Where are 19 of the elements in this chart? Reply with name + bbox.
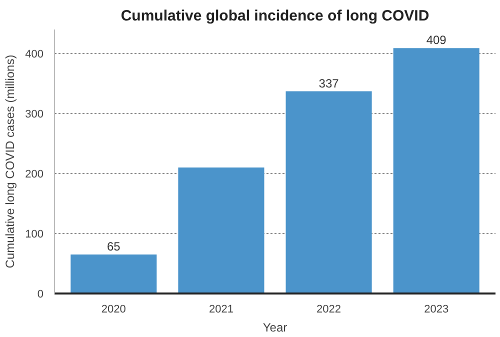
x-tick-label: 2021 [208,304,234,316]
y-axis-title: Cumulative long COVID cases (millions) [3,54,18,268]
y-tick-label: 200 [25,168,44,180]
y-tick-label: 400 [25,48,44,60]
bar [178,168,264,294]
x-tick-label: 2022 [316,304,342,316]
chart-title: Cumulative global incidence of long COVID [120,8,430,24]
data-label: 409 [426,33,447,48]
x-axis-title: Year [262,320,288,334]
bar [70,254,157,294]
y-tick-label: 100 [25,228,44,240]
data-label: 337 [318,76,340,90]
bar [286,91,372,294]
bar [393,48,480,294]
y-tick-label: 0 [37,288,44,300]
x-tick-label: 2020 [101,304,126,316]
x-tick-label: 2023 [424,304,449,316]
y-tick-label: 300 [25,108,44,120]
data-label: 65 [106,240,121,254]
